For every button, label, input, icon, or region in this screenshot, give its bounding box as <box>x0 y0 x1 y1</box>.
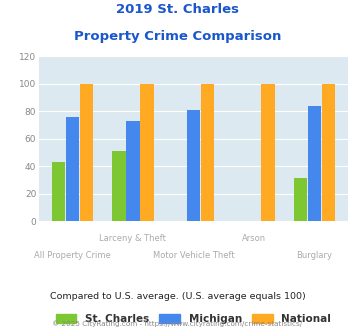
Bar <box>322 83 335 221</box>
Bar <box>308 106 321 221</box>
Bar <box>66 116 79 221</box>
Text: Burglary: Burglary <box>296 251 333 260</box>
Bar <box>140 83 153 221</box>
Legend: St. Charles, Michigan, National: St. Charles, Michigan, National <box>51 310 335 328</box>
Text: © 2025 CityRating.com - https://www.cityrating.com/crime-statistics/: © 2025 CityRating.com - https://www.city… <box>53 320 302 327</box>
Bar <box>52 162 65 221</box>
Bar <box>80 83 93 221</box>
Text: Arson: Arson <box>242 234 266 243</box>
Text: Larceny & Theft: Larceny & Theft <box>99 234 166 243</box>
Text: 2019 St. Charles: 2019 St. Charles <box>116 3 239 16</box>
Text: Motor Vehicle Theft: Motor Vehicle Theft <box>153 251 234 260</box>
Text: Property Crime Comparison: Property Crime Comparison <box>74 30 281 43</box>
Text: All Property Crime: All Property Crime <box>34 251 111 260</box>
Text: Compared to U.S. average. (U.S. average equals 100): Compared to U.S. average. (U.S. average … <box>50 292 305 301</box>
Bar <box>126 121 140 221</box>
Bar <box>294 179 307 221</box>
Bar <box>261 83 275 221</box>
Bar <box>201 83 214 221</box>
Bar <box>112 151 126 221</box>
Bar <box>187 110 200 221</box>
